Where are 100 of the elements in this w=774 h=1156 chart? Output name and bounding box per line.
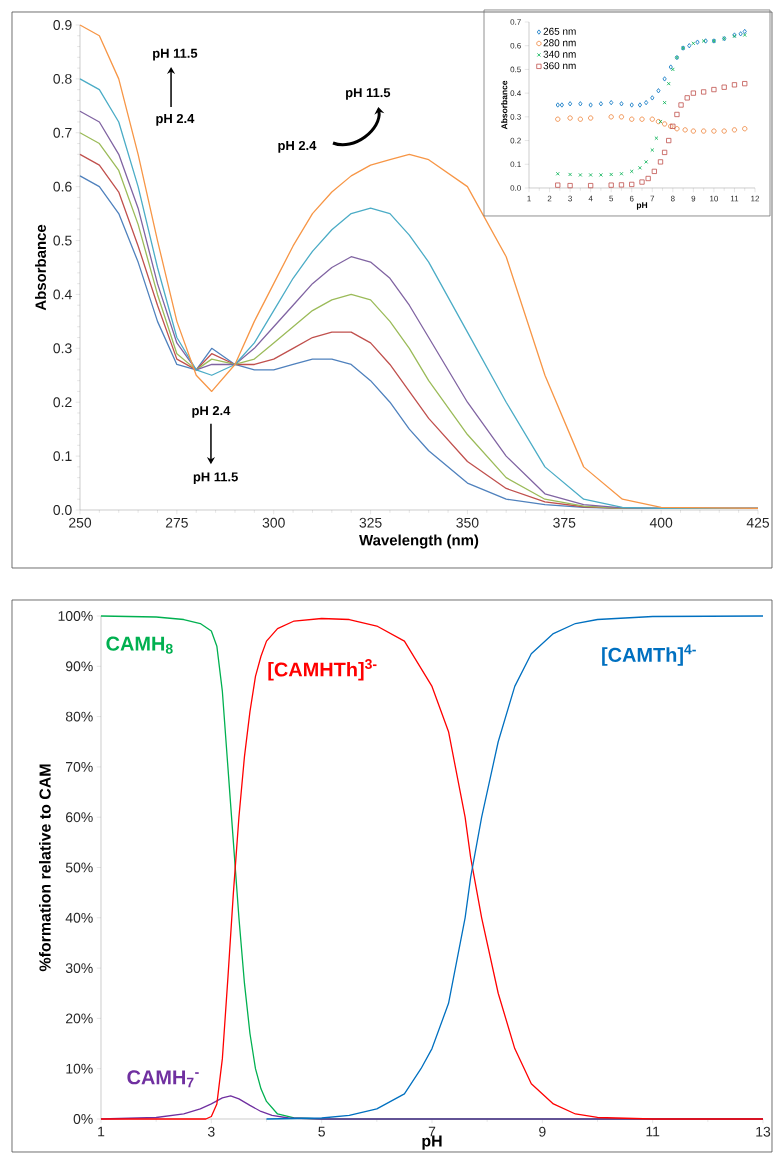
x-axis-title: pH xyxy=(636,202,648,210)
y-tick-label: 70% xyxy=(66,761,93,772)
point xyxy=(738,31,743,37)
point xyxy=(619,101,624,107)
point xyxy=(678,102,684,108)
point xyxy=(568,172,573,177)
point xyxy=(598,101,603,107)
point xyxy=(662,76,667,82)
y-tick-label: 0.1 xyxy=(53,451,72,462)
y-tick-label: 100% xyxy=(58,611,93,621)
y-tick-label: 90% xyxy=(65,661,93,672)
point xyxy=(608,182,614,188)
point xyxy=(639,116,645,122)
point xyxy=(618,182,625,188)
point xyxy=(568,101,573,107)
y-tick-label: 0.0 xyxy=(53,505,72,515)
x-tick-label: 375 xyxy=(553,517,576,528)
annotation: pH 2.4 xyxy=(156,113,195,126)
point xyxy=(644,159,649,164)
point xyxy=(578,101,583,107)
y-tick-label: 20% xyxy=(65,1013,93,1024)
y-axis-title: %formation relative to CAM xyxy=(38,764,51,972)
y-tick-label: 0.7 xyxy=(53,127,72,138)
y-tick-label: 0.5 xyxy=(53,235,72,246)
x-tick-label: 400 xyxy=(649,517,673,528)
point xyxy=(598,172,603,177)
series-label: [CAMHTh]$^{3-}$ xyxy=(268,659,377,681)
point xyxy=(645,175,651,182)
y-tick-label: 40% xyxy=(65,912,93,923)
y-tick-label: 50% xyxy=(65,862,93,873)
point xyxy=(618,114,625,120)
x-tick-label: 350 xyxy=(456,517,479,528)
point xyxy=(695,39,700,45)
x-axis-title: pH xyxy=(422,1135,442,1150)
point xyxy=(651,168,657,174)
annotation: pH 11.5 xyxy=(153,48,198,61)
point xyxy=(629,116,635,122)
x-tick-label: 325 xyxy=(359,517,382,528)
line-series xyxy=(265,615,764,1120)
point xyxy=(674,126,680,132)
x-tick-label: 9 xyxy=(539,1126,546,1137)
x-tick-label: 7 xyxy=(428,1126,436,1137)
y-tick-label: 10% xyxy=(66,1063,93,1074)
annotation: pH 11.5 xyxy=(193,472,238,484)
point xyxy=(644,100,649,106)
point xyxy=(721,128,727,134)
point xyxy=(691,41,696,46)
y-tick-label: 80% xyxy=(65,711,93,722)
point xyxy=(559,102,564,108)
point xyxy=(609,172,614,177)
point xyxy=(682,127,688,133)
point xyxy=(742,28,747,35)
legend-label: 280 nm xyxy=(543,39,576,47)
y-tick-label: 0.4 xyxy=(53,289,72,300)
x-tick-label: 275 xyxy=(165,517,188,528)
point xyxy=(662,100,667,105)
point xyxy=(588,102,593,108)
annotation: pH 2.4 xyxy=(278,140,317,153)
y-tick-label: 0% xyxy=(73,1114,93,1124)
series-label: [CAMTh]$^{4-}$ xyxy=(602,644,696,666)
point xyxy=(578,172,583,177)
y-axis-title: Absorbance xyxy=(34,224,46,311)
point xyxy=(674,111,680,118)
point xyxy=(567,115,573,121)
series-label: CAMH$_{8}$ xyxy=(106,636,173,654)
y-axis-title: Absorbance xyxy=(501,80,508,130)
series-label: CAMH$_{7}$- xyxy=(127,1070,199,1088)
point xyxy=(555,171,560,176)
y-tick-label: 0.2 xyxy=(53,397,72,408)
point xyxy=(637,102,642,108)
point xyxy=(650,148,655,152)
point xyxy=(742,126,748,132)
point xyxy=(629,169,634,174)
point xyxy=(661,149,668,155)
point xyxy=(684,95,690,101)
point xyxy=(711,128,717,134)
point xyxy=(629,102,634,108)
point xyxy=(654,136,659,141)
legend-label: 340 nm xyxy=(543,50,576,58)
point xyxy=(639,179,645,185)
point xyxy=(666,137,672,144)
x-axis-title: Wavelength (nm) xyxy=(359,534,479,549)
point xyxy=(690,128,696,134)
legend-label: 265 nm xyxy=(543,27,576,35)
annotation: pH 2.4 xyxy=(192,406,231,418)
point xyxy=(731,82,738,88)
point xyxy=(649,116,655,122)
point xyxy=(588,115,594,121)
point xyxy=(609,100,614,106)
point xyxy=(637,165,642,170)
y-tick-label: 30% xyxy=(65,963,93,974)
point xyxy=(555,182,561,188)
point xyxy=(742,33,747,37)
point xyxy=(555,102,560,108)
point xyxy=(701,128,707,134)
x-tick-label: 300 xyxy=(262,517,285,528)
point xyxy=(650,95,655,101)
y-tick-label: 0.6 xyxy=(53,181,72,192)
point xyxy=(577,116,583,122)
point xyxy=(742,81,748,87)
